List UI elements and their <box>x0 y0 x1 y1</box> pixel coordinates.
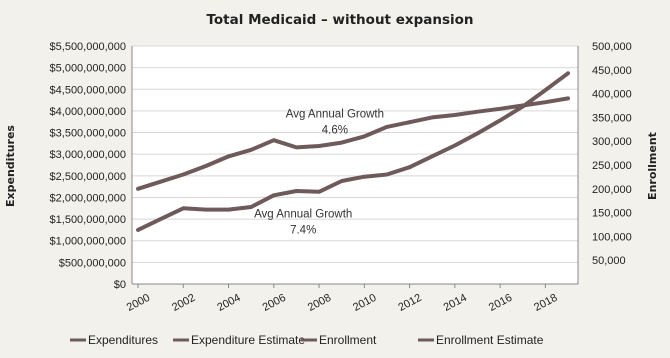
y2-tick-label: 50,000 <box>592 255 626 267</box>
legend-label: Enrollment <box>319 333 377 347</box>
y-tick-label: $500,000,000 <box>59 257 126 269</box>
grid-lines <box>132 45 578 285</box>
annotation-text: Avg Annual Growth <box>254 208 352 220</box>
y2-tick-label: 500,000 <box>592 41 632 53</box>
y-tick-label: $3,500,000,000 <box>50 128 126 140</box>
y-tick-label: $2,000,000,000 <box>50 192 126 204</box>
legend-label: Expenditures <box>88 333 158 347</box>
legend-label: Expenditure Estimate <box>191 333 305 347</box>
y-tick-label: $2,500,000,000 <box>50 171 126 183</box>
series-line <box>136 120 412 191</box>
legend-label: Enrollment Estimate <box>436 333 544 347</box>
series-line <box>136 165 412 232</box>
y2-tick-label: 400,000 <box>592 89 632 101</box>
annotation-text: 7.4% <box>290 224 316 236</box>
y-tick-label: $0 <box>114 279 126 291</box>
series-line <box>407 71 570 170</box>
y2-tick-label: 200,000 <box>592 184 632 196</box>
y2-tick-label: 450,000 <box>592 65 632 77</box>
annotation-text: Avg Annual Growth <box>286 108 384 120</box>
series-line <box>407 96 570 125</box>
y-tick-label: $1,500,000,000 <box>50 214 126 226</box>
annotations: Avg Annual Growth 4.6% Avg Annual Growth 7.… <box>254 108 384 236</box>
y2-tick-label: 250,000 <box>592 160 632 172</box>
y-tick-label: $3,000,000,000 <box>50 149 126 161</box>
y-tick-label: $4,000,000,000 <box>50 106 126 118</box>
y-tick-label: $4,500,000,000 <box>50 84 126 96</box>
legend: Expenditures Expenditure Estimate Enrollme… <box>70 333 544 347</box>
plot-area <box>132 46 578 284</box>
y2-tick-label: 300,000 <box>592 136 632 148</box>
axes: $0 $500,000,000 $1,000,000,000 $1,500,000,0… <box>50 41 632 314</box>
y-axis-title: Expenditures <box>4 125 17 207</box>
y-tick-label: $1,000,000,000 <box>50 236 126 248</box>
chart-title: Total Medicaid – without expansion <box>206 12 473 28</box>
annotation-text: 4.6% <box>322 124 348 136</box>
y-tick-label: $5,500,000,000 <box>50 41 126 53</box>
y2-tick-label: 150,000 <box>592 208 632 220</box>
y2-axis-title: Enrollment <box>646 132 659 200</box>
y-tick-label: $5,000,000,000 <box>50 63 126 75</box>
y2-tick-label: 100,000 <box>592 231 632 243</box>
y2-tick-label: 350,000 <box>592 112 632 124</box>
series-lines <box>136 71 570 232</box>
